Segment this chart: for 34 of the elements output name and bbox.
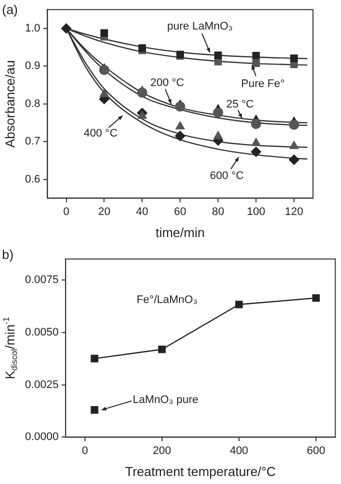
x-tick-label: 400 — [230, 444, 248, 457]
y-axis-title: Absorbance/au — [2, 60, 18, 148]
x-tick-label: 120 — [284, 206, 304, 218]
y-tick-label: 1.0 — [24, 22, 40, 34]
x-tick-label: 0 — [63, 206, 70, 218]
x-tick-label: 200 — [152, 444, 172, 457]
annotation: pure LaMnO₃ — [167, 20, 233, 33]
annotation: 25 °C — [226, 98, 254, 110]
annotation: 400 °C — [84, 128, 118, 140]
y-tick-label: 0.8 — [24, 98, 40, 110]
annotation: Pure Fe° — [241, 78, 285, 90]
x-axis-title: time/min — [156, 224, 205, 240]
y-tick-label: 0.0000 — [24, 431, 59, 444]
x-tick-label: 600 — [306, 444, 326, 457]
y-tick-label: 0.7 — [24, 136, 40, 148]
annotation: LaMnO₃ pure — [132, 394, 198, 406]
x-tick-label: 20 — [98, 206, 110, 218]
x-tick-label: 100 — [246, 206, 266, 218]
y-tick-label: 0.6 — [24, 173, 40, 186]
y-tick-label: 0.0025 — [24, 378, 59, 391]
y-tick-label: 0.0075 — [24, 274, 59, 286]
annotation: 600 °C — [210, 170, 244, 182]
x-tick-label: 0 — [82, 444, 88, 457]
y-tick-label: 0.9 — [24, 60, 40, 72]
x-axis-title: Treatment temperature/°C — [125, 464, 276, 479]
x-tick-label: 80 — [212, 206, 224, 218]
y-tick-label: 0.0050 — [24, 326, 59, 338]
y-axis-title: Kdiscol/min-1 — [0, 316, 20, 380]
x-tick-label: 40 — [136, 206, 148, 218]
text: (a) — [2, 2, 18, 18]
annotation: 200 °C — [150, 76, 184, 89]
annotation: Fe°/LaMnO₃ — [136, 294, 198, 306]
x-tick-label: 60 — [174, 206, 186, 218]
text: b) — [2, 247, 14, 262]
